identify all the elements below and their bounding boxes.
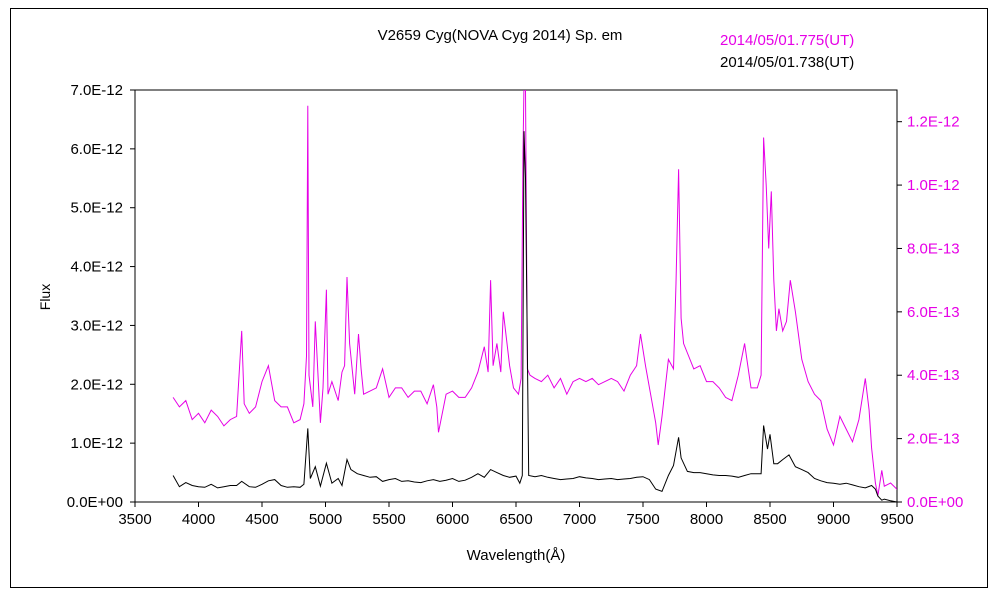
x-tick-label: 7500 [626,511,659,528]
x-tick-label: 9000 [817,511,850,528]
y-left-tick-label: 6.0E-12 [70,141,123,158]
y-left-tick-label: 1.0E-12 [70,435,123,452]
x-axis-label: Wavelength(Å) [467,547,566,564]
y-right-tick-label: 4.0E-13 [907,367,960,384]
x-tick-label: 8000 [690,511,723,528]
x-tick-label: 3500 [118,511,151,528]
x-tick-label: 4000 [182,511,215,528]
y-left-tick-label: 4.0E-12 [70,259,123,276]
y-right-tick-label: 6.0E-13 [907,304,960,321]
x-tick-label: 6500 [499,511,532,528]
plot-area [134,89,898,503]
series-line-2 [172,131,897,502]
y-right-tick-label: 8.0E-13 [907,240,960,257]
chart-title: V2659 Cyg(NOVA Cyg 2014) Sp. em [378,27,623,44]
y-right-tick-label: 1.0E-12 [907,177,960,194]
y-left-tick-label: 7.0E-12 [70,82,123,99]
y-right-tick-label: 2.0E-13 [907,431,960,448]
y-right-tick-label: 1.2E-12 [907,114,960,131]
y-axis-label: Flux [37,284,53,310]
legend-series-1: 2014/05/01.775(UT) [720,32,854,49]
x-tick-label: 5500 [372,511,405,528]
x-tick-label: 5000 [309,511,342,528]
y-left-tick-label: 5.0E-12 [70,200,123,217]
x-tick-label: 4500 [245,511,278,528]
x-tick-label: 7000 [563,511,596,528]
y-left-tick-label: 0.0E+00 [67,494,123,511]
series-line-1 [172,90,897,496]
x-tick-label: 9500 [880,511,913,528]
legend-series-2: 2014/05/01.738(UT) [720,54,854,71]
x-tick-label: 8500 [753,511,786,528]
y-left-tick-label: 2.0E-12 [70,376,123,393]
y-left-tick-label: 3.0E-12 [70,317,123,334]
y-right-tick-label: 0.0E+00 [907,494,963,511]
x-tick-label: 6000 [436,511,469,528]
chart-frame [10,8,988,588]
